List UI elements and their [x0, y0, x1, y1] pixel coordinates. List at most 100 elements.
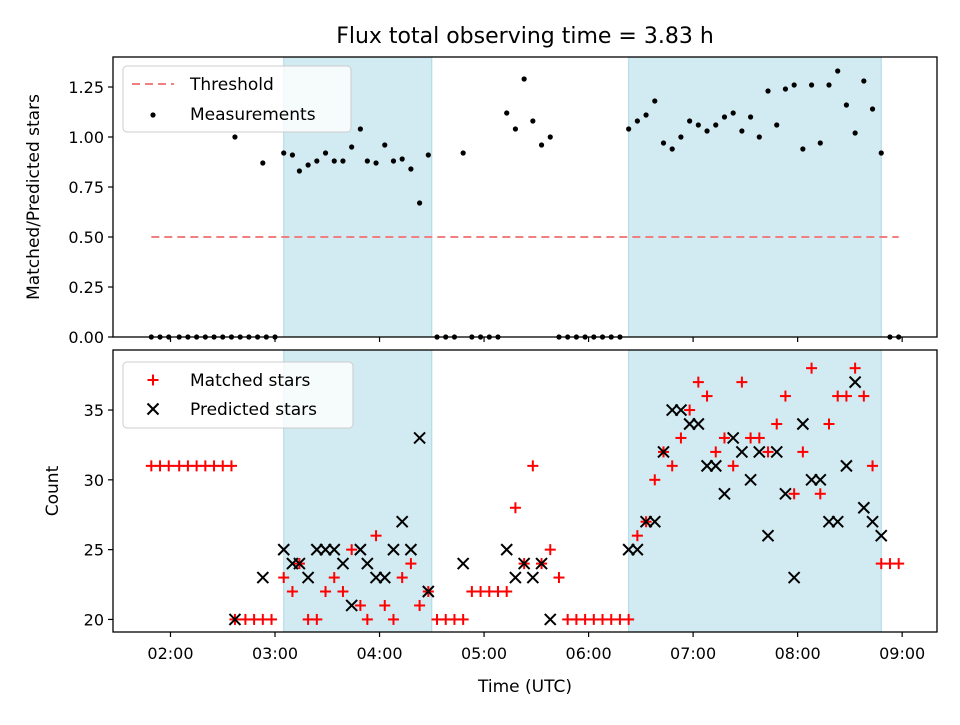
- x-tick-label: 07:00: [670, 644, 716, 663]
- measurement-point: [340, 158, 346, 164]
- matched-star-point: [623, 613, 635, 625]
- measurement-point: [364, 158, 370, 164]
- matched-star-point: [814, 488, 826, 500]
- top-y-axis-label: Matched/Predicted stars: [24, 94, 44, 300]
- measurement-point: [322, 150, 329, 156]
- predicted-star-point: [256, 571, 270, 584]
- matched-star-point: [684, 404, 696, 416]
- y-tick-label: 30: [84, 471, 104, 490]
- x-tick-label: 05:00: [461, 644, 507, 663]
- predicted-star-point: [840, 459, 853, 473]
- measurement-point: [808, 82, 815, 88]
- predicted-star-point: [544, 613, 557, 626]
- legend-predicted-label: Predicted stars: [190, 400, 317, 420]
- predicted-star-point: [657, 445, 670, 459]
- bottom-x-ticks: 02:00 03:00 04:00 05:00 06:00 07:00 08:00 09:00: [147, 632, 925, 663]
- y-tick-label: 35: [84, 401, 104, 420]
- legend-predicted-swatch: [146, 402, 160, 416]
- measurement-point: [678, 134, 684, 140]
- predicted-star-point: [336, 557, 350, 570]
- measurement-point: [747, 114, 754, 120]
- matched-star-point: [718, 432, 730, 444]
- predicted-star-point: [422, 585, 435, 598]
- predicted-star-point: [779, 487, 792, 500]
- predicted-star-point: [718, 487, 731, 500]
- predicted-star-point: [404, 543, 418, 556]
- legend-frame: [122, 361, 354, 429]
- predicted-star-point: [761, 529, 775, 542]
- measurement-point: [660, 140, 667, 146]
- matched-star-point: [806, 362, 818, 374]
- measurement-point: [652, 98, 658, 104]
- predicted-star-point: [848, 375, 862, 389]
- measurement-point: [547, 134, 553, 140]
- matched-star-point: [893, 558, 905, 570]
- measurement-point: [704, 128, 710, 134]
- matched-star-point: [266, 613, 278, 625]
- predicted-star-point: [875, 529, 888, 542]
- matched-star-point: [396, 572, 408, 584]
- predicted-star-point: [735, 445, 749, 459]
- matched-star-point: [370, 530, 382, 542]
- y-tick-label: 0.50: [68, 228, 104, 247]
- matched-star-point: [710, 446, 722, 458]
- measurement-point: [314, 158, 320, 164]
- matched-star-point: [727, 460, 739, 472]
- predicted-star-point: [787, 571, 801, 584]
- matched-star-point: [849, 362, 861, 374]
- legend-frame: [122, 65, 352, 133]
- predicted-star-point: [709, 459, 722, 473]
- measurement-point: [878, 150, 884, 156]
- matched-star-point: [225, 460, 237, 472]
- predicted-star-point: [753, 445, 766, 459]
- predicted-star-point: [796, 417, 810, 431]
- bottom-legend: Matched stars Predicted stars: [122, 361, 354, 429]
- matched-star-point: [736, 376, 748, 388]
- measurement-point: [512, 126, 519, 132]
- measurement-point: [296, 168, 303, 174]
- y-tick-label: 0.00: [68, 328, 104, 347]
- x-tick-label: 04:00: [356, 644, 402, 663]
- measurement-point: [826, 82, 832, 88]
- top-axes-frame: [112, 56, 938, 338]
- measurement-point: [460, 150, 466, 156]
- predicted-star-point: [744, 473, 757, 487]
- figure-title: Flux total observing time = 3.83 h: [336, 24, 714, 49]
- legend-threshold-label: Threshold: [189, 75, 274, 95]
- shaded-span: [628, 56, 882, 338]
- measurement-point: [713, 122, 719, 128]
- x-tick-label: 08:00: [775, 644, 821, 663]
- measurement-point: [869, 106, 876, 112]
- measurement-point: [521, 76, 527, 82]
- matched-star-point: [788, 488, 800, 500]
- legend-measurements-swatch: [150, 112, 156, 118]
- matched-star-point: [457, 613, 469, 625]
- y-tick-label: 1.00: [68, 128, 104, 147]
- measurement-point: [390, 158, 397, 164]
- matched-star-point: [797, 446, 809, 458]
- matched-star-point: [867, 460, 879, 472]
- matched-star-point: [544, 544, 556, 556]
- measurement-point: [260, 160, 266, 166]
- matched-star-point: [414, 599, 426, 611]
- y-tick-label: 1.25: [68, 78, 104, 97]
- measurement-point: [634, 118, 640, 124]
- matched-star-point: [337, 586, 349, 598]
- matched-star-point: [771, 418, 783, 430]
- x-tick-label: 09:00: [879, 644, 925, 663]
- predicted-star-point: [395, 515, 409, 528]
- measurement-point: [843, 102, 850, 108]
- measurement-point: [408, 166, 414, 172]
- matched-star-point: [387, 613, 399, 625]
- top-legend: Threshold Measurements: [122, 65, 352, 133]
- measurement-point: [357, 126, 363, 132]
- measurement-point: [774, 122, 780, 128]
- measurement-point: [538, 142, 545, 148]
- measurement-point: [417, 200, 423, 206]
- measurement-point: [669, 146, 675, 152]
- matched-star-point: [753, 432, 765, 444]
- measurement-point: [399, 156, 405, 162]
- predicted-star-point: [674, 403, 688, 417]
- predicted-star-point: [500, 543, 513, 556]
